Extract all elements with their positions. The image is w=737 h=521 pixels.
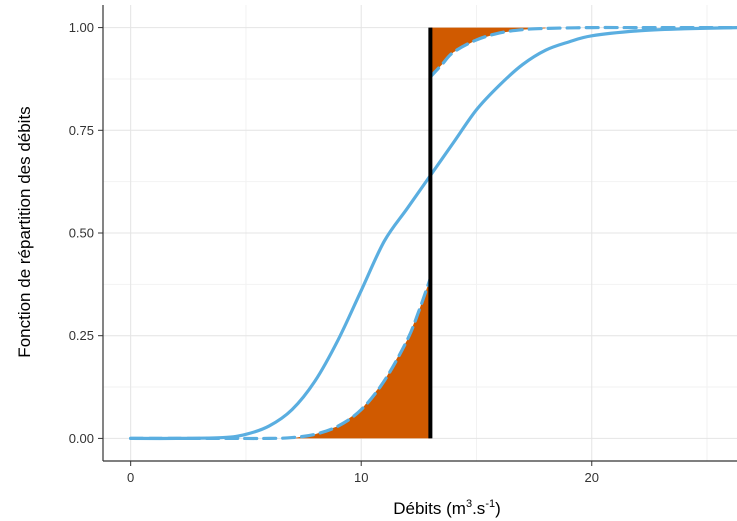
x-axis-label-sup1: 3 <box>466 498 472 510</box>
tick-labels: 0 10 20 0.00 0.25 0.50 0.75 1.00 <box>69 20 599 485</box>
y-tick-label: 0.50 <box>69 226 94 241</box>
x-tick-label: 0 <box>127 470 134 485</box>
y-tick-label: 0.00 <box>69 431 94 446</box>
solid-series-line-1 <box>129 25 737 441</box>
x-tick-label: 10 <box>354 470 368 485</box>
shaded-region-1 <box>292 278 431 439</box>
x-axis-label-sup2: -1 <box>485 498 495 510</box>
x-axis-label-main: Débits (m <box>393 499 466 518</box>
y-tick-label: 1.00 <box>69 20 94 35</box>
x-axis-label-end: ) <box>495 499 501 518</box>
dashed-series-line-3 <box>428 25 737 79</box>
y-axis-label: Fonction de répartition des débits <box>15 106 34 357</box>
shaded-areas <box>292 27 546 439</box>
y-tick-label: 0.75 <box>69 123 94 138</box>
y-tick-label: 0.25 <box>69 328 94 343</box>
dashed-series-line-2 <box>129 276 432 441</box>
shaded-region-2 <box>430 27 546 77</box>
axes <box>98 5 737 466</box>
x-axis-label-mid: .s <box>472 499 485 518</box>
series-lines <box>129 25 737 441</box>
x-axis-label: Débits (m3.s-1) <box>393 498 501 518</box>
x-tick-label: 20 <box>585 470 599 485</box>
